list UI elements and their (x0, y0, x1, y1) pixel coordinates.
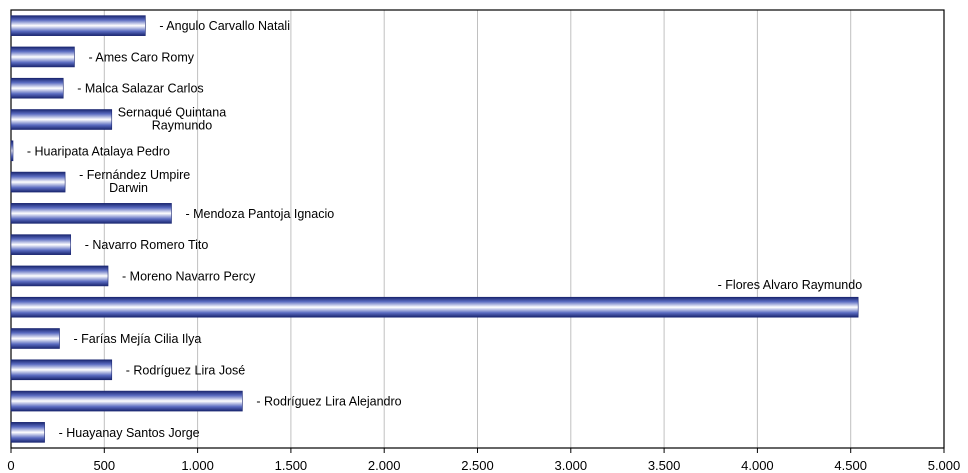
bar-12 (10, 359, 113, 381)
bar-2 (10, 46, 75, 68)
bar-7 (10, 203, 172, 224)
data-label-3: - Malca Salazar Carlos (77, 82, 203, 96)
bar-14 (10, 422, 45, 443)
x-tick-label: 3.500 (648, 458, 681, 473)
data-label-12: - Rodríguez Lira José (126, 363, 246, 377)
data-label-9: - Moreno Navarro Percy (122, 269, 256, 283)
bar-10 (10, 296, 859, 318)
data-label-8: - Navarro Romero Tito (85, 238, 209, 252)
bar-1 (10, 15, 146, 36)
data-label-5: - Huaripata Atalaya Pedro (27, 144, 170, 158)
bars (10, 15, 859, 443)
bar-3 (10, 77, 64, 99)
bar-8 (10, 234, 72, 255)
x-tick-label: 2.500 (461, 458, 494, 473)
x-tick-label: 500 (93, 458, 115, 473)
data-label-1: - Angulo Carvallo Natali (159, 19, 290, 33)
bar-9 (10, 265, 109, 287)
data-label-4: Sernaqué Quintana Raymundo (118, 106, 226, 133)
x-tick-label: 3.000 (555, 458, 588, 473)
data-label-10: - Flores Alvaro Raymundo (718, 278, 863, 292)
bar-5 (10, 140, 14, 162)
data-label-2: - Ames Caro Romy (88, 50, 194, 64)
data-labels: - Angulo Carvallo Natali - Ames Caro Romy… (27, 19, 862, 440)
x-tick-label: 4.500 (834, 458, 867, 473)
gridlines (103, 10, 852, 448)
data-label-14: - Huayanay Santos Jorge (59, 426, 200, 440)
x-tick-label: 1.500 (275, 458, 308, 473)
bar-11 (10, 328, 60, 349)
data-label-11: - Farías Mejía Cilia Ilya (74, 332, 202, 346)
x-tick-label: 4.000 (741, 458, 774, 473)
data-label-6: - Fernández Umpire Darwin (79, 168, 190, 195)
data-label-13: - Rodríguez Lira Alejandro (256, 395, 401, 409)
x-tick-label: 1.000 (181, 458, 214, 473)
x-tick-label: 5.000 (928, 458, 961, 473)
data-label-7: - Mendoza Pantoja Ignacio (185, 207, 334, 221)
bar-4 (10, 109, 113, 130)
x-axis: 0 500 1.000 1.500 2.000 2.500 3.000 3.500 4.000 4… (7, 448, 960, 473)
bar-6 (10, 171, 66, 193)
x-tick-label: 0 (7, 458, 14, 473)
x-tick-label: 2.000 (368, 458, 401, 473)
bar-13 (10, 390, 243, 412)
